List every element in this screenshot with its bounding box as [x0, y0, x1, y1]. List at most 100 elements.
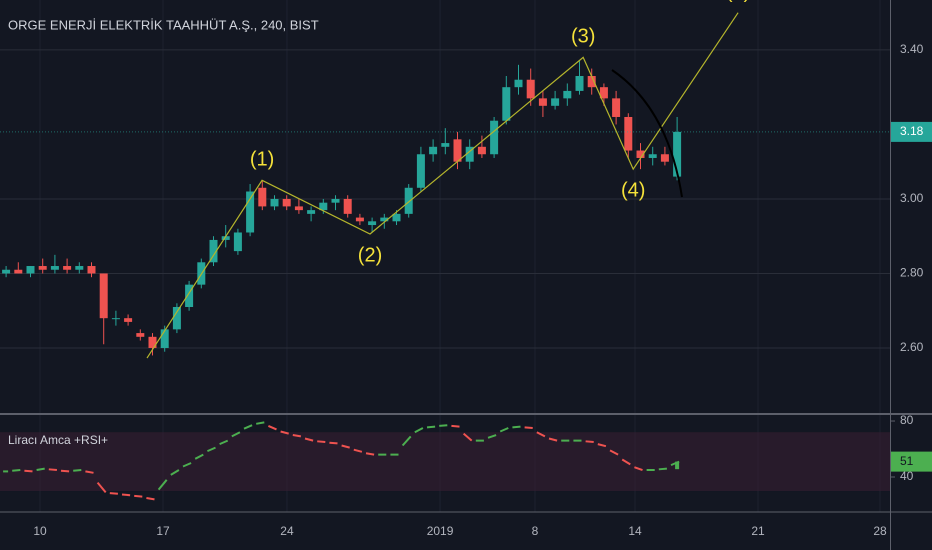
candle-body	[502, 87, 511, 121]
candle-body	[465, 146, 474, 162]
rsi-band	[0, 432, 890, 492]
candle-body	[38, 266, 47, 270]
candle-body	[612, 98, 621, 117]
candle-body	[538, 98, 547, 106]
candle-body	[233, 232, 242, 252]
candle-body	[660, 154, 669, 162]
rsi-segment	[365, 452, 375, 456]
rsi-segment	[219, 439, 229, 446]
x-tick-label: 21	[751, 524, 765, 538]
candle-body	[282, 198, 291, 207]
labels: 10 17 24 2019 8 14 21 28 2.60 2.80 3.00 3.40 80 40 3.1…	[33, 0, 932, 538]
candle-body	[148, 336, 157, 348]
candle-body	[258, 187, 267, 207]
candle-body	[477, 146, 486, 155]
candle-body	[380, 217, 389, 222]
candle-body	[111, 318, 120, 320]
chart-title: ORGE ENERJİ ELEKTRİK TAAHHÜT A.Ş., 240, …	[8, 17, 319, 32]
indicator-title: Liracı Amca +RSI+	[8, 433, 108, 447]
candle-body	[172, 307, 181, 330]
candle-body	[343, 198, 352, 214]
y2-tick-label: 80	[900, 413, 914, 427]
y-tick-label: 3.00	[900, 191, 924, 205]
candle-body	[624, 116, 633, 151]
candle-body	[87, 266, 96, 274]
candle-body	[319, 202, 328, 211]
candle-body	[416, 154, 425, 188]
x-tick-label: 17	[156, 524, 170, 538]
rsi-segment	[48, 468, 57, 472]
y2-tick-label: 40	[900, 469, 914, 483]
rsi-segment	[231, 431, 241, 438]
rsi-segment	[304, 437, 314, 442]
rsi-segment	[36, 467, 45, 471]
rsi-segment	[341, 444, 350, 449]
rsi-segment	[317, 440, 326, 444]
rsi-segment	[96, 481, 107, 494]
candle-body	[551, 98, 560, 106]
rsi-segment	[170, 469, 180, 476]
candle-body	[185, 284, 194, 308]
candle-body	[636, 150, 645, 158]
x-tick-label: 10	[33, 524, 47, 538]
wave-label: (3)	[571, 26, 595, 48]
rsi-segment	[548, 437, 558, 442]
rsi-segment	[182, 462, 192, 468]
rsi-segment	[512, 425, 521, 429]
rsi-segment	[109, 492, 118, 495]
candle-body	[453, 139, 462, 162]
rsi-segment	[426, 425, 436, 429]
rsi-segment	[292, 434, 302, 438]
arc-drawing	[611, 69, 683, 198]
x-tick-label: 24	[280, 524, 294, 538]
rsi-segment	[256, 421, 265, 425]
candle-body	[209, 239, 218, 263]
rsi-segment	[85, 470, 94, 474]
wave-line	[146, 12, 739, 359]
rsi-segment	[157, 479, 168, 491]
candle-body	[75, 266, 84, 270]
rsi-segment	[414, 427, 424, 434]
candle-body	[294, 206, 303, 211]
candle-body	[246, 191, 255, 233]
y-tick-label: 3.40	[900, 42, 924, 56]
candle-body	[221, 236, 230, 240]
rsi-segment	[73, 469, 82, 472]
candle-body	[673, 131, 682, 177]
candle-body	[404, 187, 413, 214]
marks	[0, 12, 890, 501]
last-price-label: 3.18	[900, 124, 924, 138]
candle-body	[63, 266, 72, 270]
candle-body	[599, 87, 608, 99]
wave-label: (2)	[358, 244, 382, 266]
rsi-segment	[194, 453, 204, 460]
candle-body	[331, 198, 340, 203]
candle-body	[429, 146, 438, 155]
candle-body	[587, 76, 596, 88]
candle-body	[99, 273, 108, 319]
rsi-value-tag	[891, 451, 932, 472]
rsi-segment	[24, 469, 33, 473]
rsi-segment	[268, 424, 277, 431]
grid	[0, 0, 895, 512]
x-tick-label: 28	[873, 524, 887, 538]
candle-body	[307, 210, 316, 214]
last-price-tag	[891, 121, 932, 142]
rsi-bar	[675, 461, 680, 470]
rsi-segment	[536, 431, 546, 438]
candle-body	[563, 90, 572, 99]
rsi-segment	[243, 424, 253, 430]
candle-body	[392, 213, 401, 222]
rsi-segment	[353, 448, 363, 453]
candle-body	[514, 79, 523, 88]
candle-body	[490, 120, 499, 155]
rsi-segment	[658, 467, 667, 471]
rsi-segment	[207, 446, 216, 453]
candle-body	[136, 333, 145, 337]
rsi-segment	[280, 430, 289, 435]
rsi-value-label: 51	[900, 454, 914, 468]
x-tick-label: 2019	[427, 524, 454, 538]
y-tick-label: 2.80	[900, 266, 924, 280]
